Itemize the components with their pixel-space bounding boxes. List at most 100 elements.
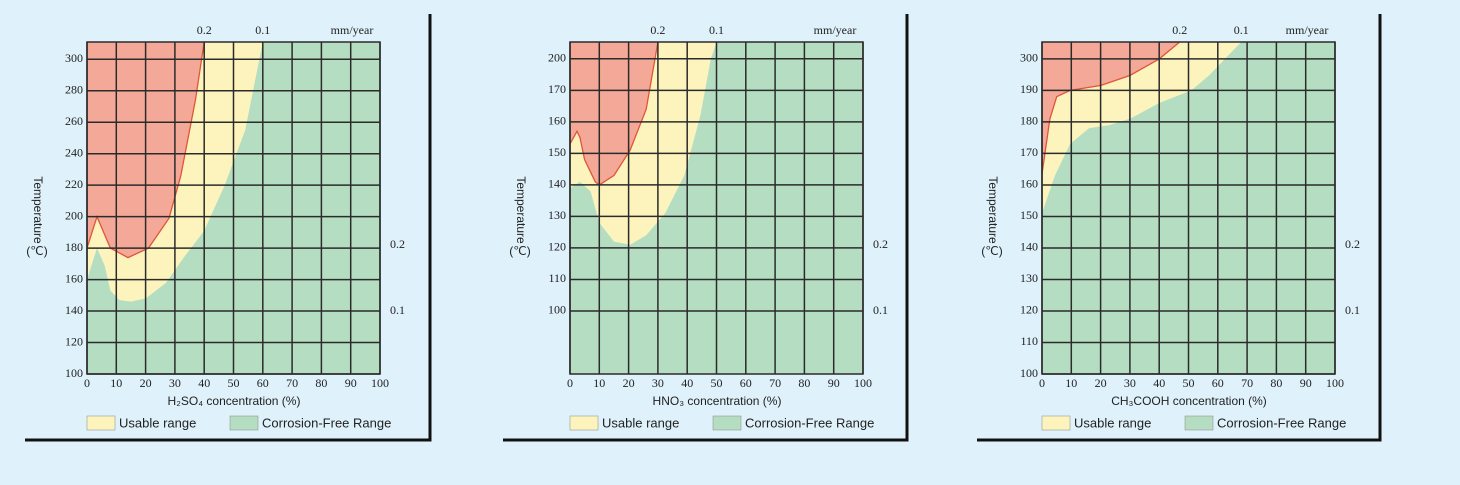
y-tick-label: 160 <box>1020 177 1038 191</box>
legend-label: Usable range <box>602 415 679 430</box>
x-tick-label: 10 <box>593 376 605 390</box>
legend-swatch <box>1041 415 1071 431</box>
y-tick-label: 140 <box>1020 240 1038 254</box>
y-axis-unit: (℃) <box>26 244 47 258</box>
x-tick-label: 40 <box>198 376 210 390</box>
annotation: 0.1 <box>255 23 270 37</box>
x-tick-label: 100 <box>371 376 389 390</box>
annotation: mm/year <box>1286 23 1329 37</box>
x-tick-label: 70 <box>286 376 298 390</box>
annotation: 0.1 <box>1345 303 1360 317</box>
y-tick-label: 300 <box>1020 51 1038 65</box>
x-tick-label: 30 <box>169 376 181 390</box>
y-axis-unit: (℃) <box>509 244 530 258</box>
x-tick-label: 50 <box>1183 376 1195 390</box>
x-axis-label: H₂SO₄ concentration (%) <box>168 394 301 408</box>
annotation: 0.2 <box>873 237 888 251</box>
x-tick-label: 30 <box>1124 376 1136 390</box>
legend-swatch <box>86 415 116 431</box>
annotation: 0.2 <box>650 23 665 37</box>
y-axis-label: Temperature <box>986 176 1000 244</box>
x-tick-label: 20 <box>623 376 635 390</box>
y-tick-label: 100 <box>1020 366 1038 380</box>
y-tick-label: 110 <box>1020 334 1038 348</box>
legend-label: Usable range <box>119 415 196 430</box>
y-tick-label: 100 <box>65 366 83 380</box>
y-axis-label: Temperature <box>31 176 45 244</box>
x-tick-label: 10 <box>1065 376 1077 390</box>
x-tick-label: 40 <box>1153 376 1165 390</box>
x-tick-label: 30 <box>652 376 664 390</box>
annotation: mm/year <box>814 23 857 37</box>
annotation: 0.1 <box>390 303 405 317</box>
y-tick-label: 260 <box>65 114 83 128</box>
y-tick-label: 100 <box>548 303 566 317</box>
y-tick-label: 130 <box>1020 271 1038 285</box>
y-tick-label: 150 <box>1020 208 1038 222</box>
x-tick-label: 90 <box>345 376 357 390</box>
x-tick-label: 70 <box>1241 376 1253 390</box>
annotation: 0.1 <box>1234 23 1249 37</box>
y-tick-label: 120 <box>1020 303 1038 317</box>
y-tick-label: 150 <box>548 145 566 159</box>
plot-border <box>86 41 381 375</box>
y-tick-label: 160 <box>548 114 566 128</box>
annotation: 0.2 <box>390 237 405 251</box>
y-tick-label: 130 <box>548 208 566 222</box>
y-tick-label: 180 <box>1020 114 1038 128</box>
x-tick-label: 60 <box>257 376 269 390</box>
y-axis-label: Temperature <box>514 176 528 244</box>
x-axis-label: HNO₃ concentration (%) <box>653 394 782 408</box>
y-tick-label: 110 <box>548 271 566 285</box>
x-tick-label: 20 <box>1095 376 1107 390</box>
legend-label: Corrosion-Free Range <box>745 415 874 430</box>
legend-swatch <box>1184 415 1214 431</box>
legend-label: Usable range <box>1074 415 1151 430</box>
legend-swatch <box>229 415 259 431</box>
legend-label: Corrosion-Free Range <box>1217 415 1346 430</box>
y-tick-label: 200 <box>65 208 83 222</box>
y-tick-label: 190 <box>1020 82 1038 96</box>
annotation: 0.1 <box>873 303 888 317</box>
y-tick-label: 300 <box>65 51 83 65</box>
annotation: 0.1 <box>709 23 724 37</box>
legend-swatch <box>712 415 742 431</box>
x-tick-label: 0 <box>84 376 90 390</box>
y-tick-label: 170 <box>548 82 566 96</box>
x-tick-label: 100 <box>1326 376 1344 390</box>
x-tick-label: 80 <box>1270 376 1282 390</box>
x-axis-label: CH₃COOH concentration (%) <box>1111 394 1267 408</box>
annotation: mm/year <box>331 23 374 37</box>
x-tick-label: 10 <box>110 376 122 390</box>
y-tick-label: 220 <box>65 177 83 191</box>
plot-border <box>1041 41 1336 375</box>
y-tick-label: 170 <box>1020 145 1038 159</box>
annotation: 0.2 <box>1172 23 1187 37</box>
y-tick-label: 160 <box>65 271 83 285</box>
x-tick-label: 20 <box>140 376 152 390</box>
y-tick-label: 240 <box>65 145 83 159</box>
x-tick-label: 70 <box>769 376 781 390</box>
x-tick-label: 80 <box>798 376 810 390</box>
y-tick-label: 140 <box>548 177 566 191</box>
annotation: 0.2 <box>197 23 212 37</box>
x-tick-label: 40 <box>681 376 693 390</box>
x-tick-label: 50 <box>228 376 240 390</box>
x-tick-label: 90 <box>828 376 840 390</box>
legend-swatch <box>569 415 599 431</box>
x-tick-label: 100 <box>854 376 872 390</box>
plot-border <box>569 41 864 375</box>
y-tick-label: 120 <box>548 240 566 254</box>
x-tick-label: 60 <box>1212 376 1224 390</box>
y-tick-label: 180 <box>65 240 83 254</box>
limit-line <box>1041 41 1181 174</box>
y-tick-label: 200 <box>548 51 566 65</box>
y-axis-unit: (℃) <box>981 244 1002 258</box>
x-tick-label: 0 <box>567 376 573 390</box>
y-tick-label: 140 <box>65 303 83 317</box>
x-tick-label: 80 <box>315 376 327 390</box>
annotation: 0.2 <box>1345 237 1360 251</box>
legend-label: Corrosion-Free Range <box>262 415 391 430</box>
x-tick-label: 60 <box>740 376 752 390</box>
